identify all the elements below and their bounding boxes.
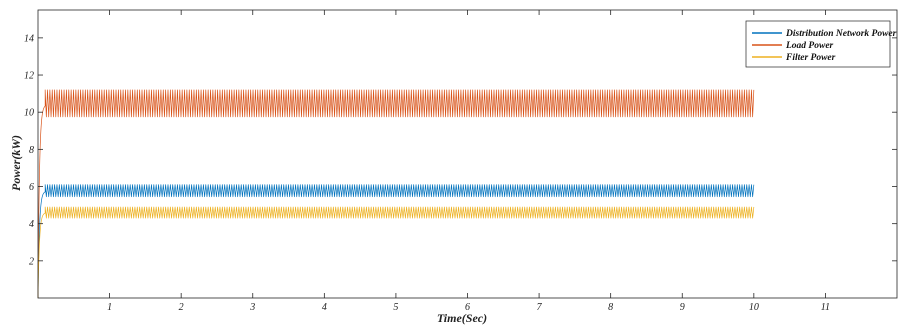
x-tick-label: 8 xyxy=(608,302,613,313)
x-tick-label: 6 xyxy=(465,302,470,313)
y-tick-label: 12 xyxy=(24,71,34,82)
axes-frame xyxy=(37,9,898,299)
x-tick-label: 1 xyxy=(107,302,112,313)
y-tick-label: 4 xyxy=(29,219,34,230)
x-axis-label: Time(Sec) xyxy=(437,311,487,325)
y-tick-label: 8 xyxy=(29,145,34,156)
legend-label-distribution-network-power: Distribution Network Power xyxy=(785,29,897,39)
y-tick-label: 14 xyxy=(24,33,34,44)
series-line-filter-power xyxy=(37,206,755,299)
series-line-load-power xyxy=(37,89,755,299)
legend-label-filter-power: Filter Power xyxy=(785,53,836,63)
legend-label-load-power: Load Power xyxy=(785,41,834,51)
x-tick-label: 10 xyxy=(749,302,759,313)
x-tick-label: 9 xyxy=(680,302,685,313)
y-tick-label: 6 xyxy=(29,182,34,193)
legend-box xyxy=(745,20,891,68)
x-tick-label: 7 xyxy=(537,302,543,313)
legend: Distribution Network Power Load Power Fi… xyxy=(745,20,897,68)
x-tick-label: 5 xyxy=(393,302,398,313)
y-tick-label: 10 xyxy=(24,108,34,119)
y-tick-label: 2 xyxy=(29,256,34,267)
x-tick-label: 4 xyxy=(322,302,327,313)
x-tick-label: 3 xyxy=(249,302,255,313)
y-axis-label: Power(kW) xyxy=(9,135,23,191)
plot-area xyxy=(37,89,755,299)
series-line-distribution-network-power xyxy=(37,184,755,299)
x-tick-label: 11 xyxy=(821,302,830,313)
x-tick-label: 2 xyxy=(179,302,184,313)
